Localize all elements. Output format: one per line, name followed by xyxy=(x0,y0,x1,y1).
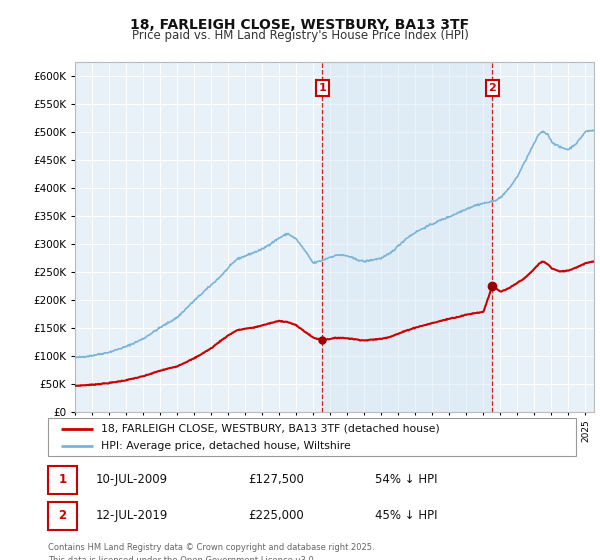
Bar xyxy=(322,62,493,412)
Text: 54% ↓ HPI: 54% ↓ HPI xyxy=(376,473,438,487)
Text: 1: 1 xyxy=(319,83,326,93)
Text: Contains HM Land Registry data © Crown copyright and database right 2025.
This d: Contains HM Land Registry data © Crown c… xyxy=(48,543,374,560)
FancyBboxPatch shape xyxy=(48,502,77,530)
FancyBboxPatch shape xyxy=(48,418,576,456)
Text: 2: 2 xyxy=(58,509,67,522)
Text: 18, FARLEIGH CLOSE, WESTBURY, BA13 3TF (detached house): 18, FARLEIGH CLOSE, WESTBURY, BA13 3TF (… xyxy=(101,423,440,433)
Text: 2: 2 xyxy=(488,83,496,93)
Text: HPI: Average price, detached house, Wiltshire: HPI: Average price, detached house, Wilt… xyxy=(101,441,350,451)
Text: 1: 1 xyxy=(58,473,67,487)
Text: 12-JUL-2019: 12-JUL-2019 xyxy=(95,509,168,522)
Text: £127,500: £127,500 xyxy=(248,473,305,487)
Text: Price paid vs. HM Land Registry's House Price Index (HPI): Price paid vs. HM Land Registry's House … xyxy=(131,29,469,42)
Text: 45% ↓ HPI: 45% ↓ HPI xyxy=(376,509,438,522)
Text: 18, FARLEIGH CLOSE, WESTBURY, BA13 3TF: 18, FARLEIGH CLOSE, WESTBURY, BA13 3TF xyxy=(130,18,470,32)
FancyBboxPatch shape xyxy=(48,466,77,494)
Text: 10-JUL-2009: 10-JUL-2009 xyxy=(95,473,167,487)
Text: £225,000: £225,000 xyxy=(248,509,304,522)
